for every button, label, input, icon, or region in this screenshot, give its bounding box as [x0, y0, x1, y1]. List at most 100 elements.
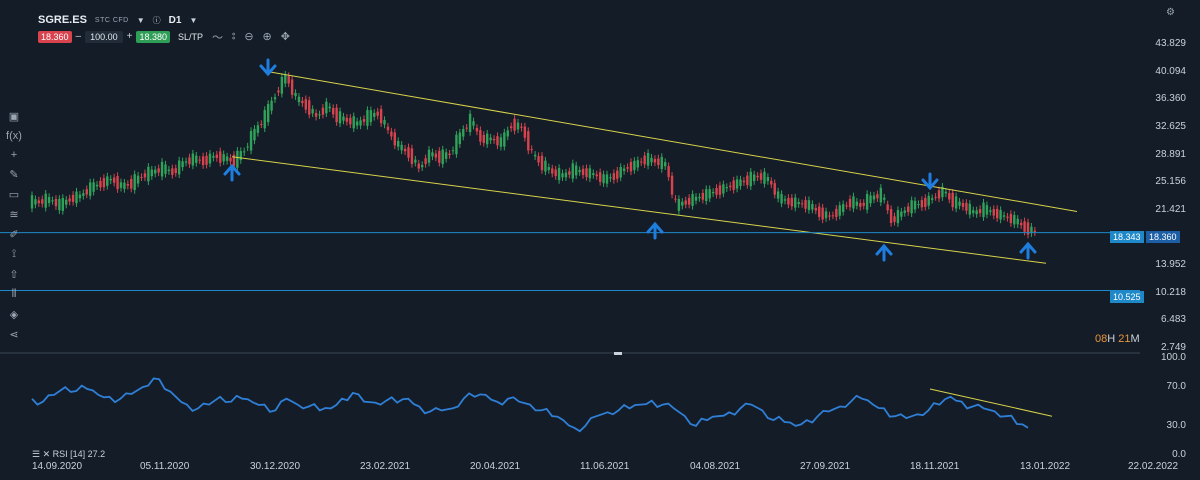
candle-body	[694, 196, 698, 201]
candle-body	[444, 152, 448, 159]
candle-body	[362, 119, 366, 122]
price-tick: 28.891	[1155, 148, 1186, 160]
candle-body	[509, 126, 513, 129]
rectangle-icon[interactable]: ▭	[8, 189, 20, 201]
move-icon[interactable]: ✥	[280, 31, 290, 43]
channel-upper[interactable]	[267, 71, 1078, 212]
settings-icon[interactable]: ☰	[32, 449, 41, 459]
sell-button[interactable]: 18.360	[38, 30, 72, 43]
panel-resize-handle[interactable]	[614, 352, 622, 355]
quantity-input[interactable]: 100.00	[85, 30, 123, 43]
chevron-down-icon[interactable]: ▼	[136, 15, 145, 25]
candle-body	[154, 169, 157, 174]
candle-body	[383, 120, 386, 125]
price-tick: 2.749	[1160, 342, 1186, 353]
candle-body	[260, 123, 263, 125]
chart-type-icon[interactable]: 〜	[212, 31, 224, 44]
info-icon[interactable]: ⓘ	[152, 15, 161, 25]
candle-body	[215, 154, 219, 159]
candle-body	[109, 178, 112, 181]
candle-body	[865, 193, 869, 210]
candle-body	[954, 196, 958, 209]
channel-lower[interactable]	[231, 156, 1047, 264]
pattern-icon[interactable]: ⟟	[11, 248, 17, 260]
arrow-down-icon	[259, 58, 277, 77]
candle-body	[376, 111, 379, 116]
zoom-in-icon[interactable]: ⊕	[262, 31, 272, 43]
candle-timer: 08H 21M	[1095, 333, 1140, 345]
close-icon[interactable]: ✕	[42, 449, 51, 459]
channel-lines	[0, 71, 1140, 291]
candle-body	[633, 160, 636, 171]
candle-body	[229, 157, 232, 162]
candle-body	[759, 173, 763, 180]
candle-body	[379, 109, 383, 124]
candle-body	[68, 198, 71, 202]
candle-body	[1030, 226, 1033, 234]
candle-body	[821, 207, 824, 220]
function-icon[interactable]: f(x)	[6, 130, 22, 142]
rsi-label[interactable]: ☰ ✕ RSI [14] 27.2	[32, 449, 105, 460]
timeframe-selector[interactable]: D1	[168, 14, 182, 26]
gear-icon[interactable]: ⚙	[1166, 7, 1175, 18]
candle-body	[619, 167, 622, 178]
candle-body	[845, 205, 848, 207]
columns-icon[interactable]: ⫴	[11, 288, 17, 300]
candle-body	[410, 148, 414, 164]
decrease-qty-button[interactable]: –	[75, 31, 82, 42]
candle-body	[472, 121, 475, 126]
arrow-up-icon[interactable]: ⇧	[9, 269, 19, 281]
chevron-down-icon[interactable]: ▼	[189, 15, 198, 25]
candle-body	[95, 184, 99, 187]
candle-body	[708, 189, 711, 199]
square-icon[interactable]: ▣	[8, 111, 20, 123]
candle-body	[92, 182, 95, 192]
candle-body	[742, 180, 746, 183]
rsi-line	[31, 377, 1029, 433]
pencil-icon[interactable]: ✎	[9, 169, 19, 181]
text-icon[interactable]: ✐	[9, 229, 19, 241]
rsi-tick: 30.0	[1166, 419, 1186, 431]
candle-body	[266, 104, 270, 123]
candle-body	[862, 202, 865, 206]
candle-body	[752, 174, 756, 182]
share-icon[interactable]: ⋖	[9, 329, 19, 341]
layers-icon[interactable]: ◈	[9, 309, 19, 321]
candle-body	[951, 192, 954, 208]
candle-body	[1026, 222, 1030, 235]
candle-body	[681, 201, 684, 206]
price-tick: 21.421	[1155, 203, 1186, 215]
candle-body	[85, 189, 88, 195]
increase-qty-button[interactable]: +	[126, 31, 133, 42]
candle-body	[561, 173, 564, 178]
candle-body	[126, 183, 130, 186]
arrow-up-icon	[875, 243, 893, 262]
candle-body	[1006, 216, 1009, 218]
candle-body	[431, 152, 434, 157]
candle-body	[243, 151, 246, 153]
candle-body	[705, 189, 708, 202]
candle-body	[948, 193, 951, 200]
candle-body	[212, 155, 215, 158]
candle-body	[643, 155, 646, 165]
crosshair-icon[interactable]: +	[10, 149, 18, 161]
buy-button[interactable]: 18.380	[136, 30, 170, 43]
candle-body	[516, 122, 520, 130]
candle-body	[177, 160, 181, 175]
zoom-out-icon[interactable]: ⊖	[244, 31, 254, 43]
candle-body	[739, 179, 742, 187]
candle-body	[99, 180, 102, 188]
candle-body	[448, 153, 451, 156]
timer-minutes-unit: M	[1130, 333, 1140, 345]
candle-body	[239, 151, 242, 161]
candle-body	[51, 200, 54, 202]
symbol-name[interactable]: SGRE.ES	[38, 14, 87, 26]
rsi-trendline[interactable]	[929, 388, 1053, 417]
sltp-button[interactable]: SL/TP	[178, 31, 204, 42]
price-tick: 43.829	[1155, 38, 1186, 49]
candle-body	[400, 144, 403, 151]
candle-body	[783, 199, 787, 201]
fibonacci-icon[interactable]: ≊	[9, 209, 19, 221]
indicators-icon[interactable]: ⦂	[232, 30, 236, 42]
